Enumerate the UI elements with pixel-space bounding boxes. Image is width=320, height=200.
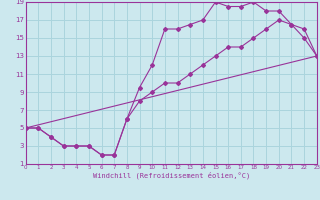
X-axis label: Windchill (Refroidissement éolien,°C): Windchill (Refroidissement éolien,°C) — [92, 172, 250, 179]
